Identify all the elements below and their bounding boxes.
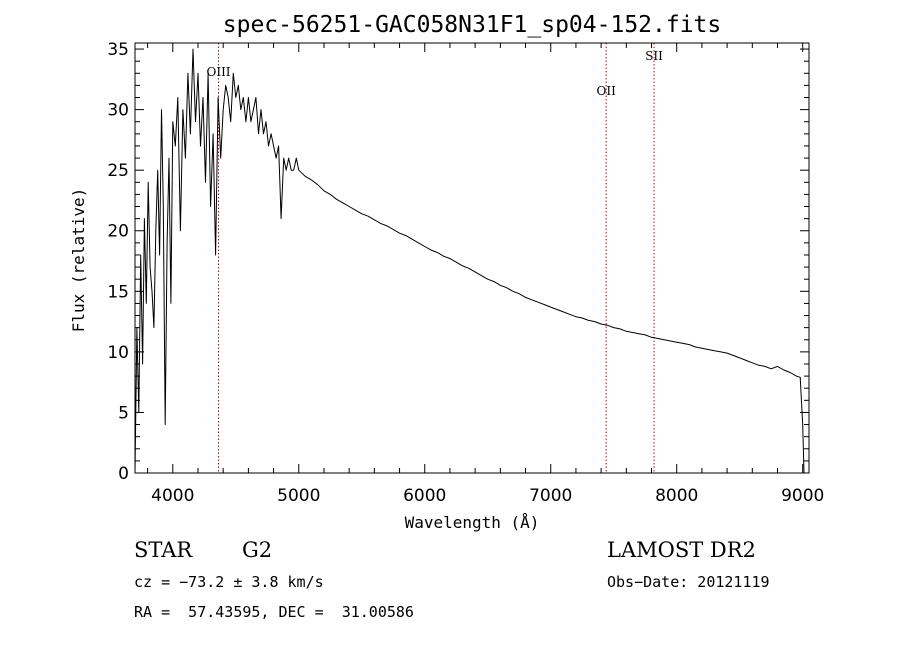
y-tick-label: 35 bbox=[107, 40, 129, 60]
redshift-cz: cz = −73.2 ± 3.8 km/s bbox=[134, 573, 324, 591]
spectral-subclass: G2 bbox=[242, 538, 273, 562]
line-label-oiii: OIII bbox=[206, 65, 230, 79]
object-class: STAR bbox=[134, 538, 193, 562]
x-tick-label: 4000 bbox=[151, 486, 194, 506]
line-label-sii: SII bbox=[645, 49, 663, 63]
survey-name: LAMOST DR2 bbox=[607, 538, 756, 562]
x-tick-label: 6000 bbox=[403, 486, 446, 506]
x-tick-label: 5000 bbox=[277, 486, 320, 506]
y-tick-label: 25 bbox=[107, 161, 129, 181]
y-tick-label: 20 bbox=[107, 222, 129, 242]
y-axis-label: Flux (relative) bbox=[69, 188, 88, 333]
y-tick-label: 0 bbox=[118, 464, 129, 484]
line-label-oii: OII bbox=[597, 84, 617, 98]
x-tick-label: 9000 bbox=[781, 486, 824, 506]
y-tick-label: 30 bbox=[107, 101, 129, 121]
spectrum-line-0 bbox=[134, 48, 805, 474]
x-axis-label: Wavelength (Å) bbox=[405, 513, 540, 532]
y-tick-label: 10 bbox=[107, 343, 129, 363]
coordinates: RA = 57.43595, DEC = 31.00586 bbox=[134, 603, 414, 621]
chart-title: spec-56251-GAC058N31F1_sp04-152.fits bbox=[223, 12, 722, 38]
observation-date: Obs−Date: 20121119 bbox=[607, 573, 770, 591]
x-tick-label: 7000 bbox=[529, 486, 572, 506]
y-tick-label: 5 bbox=[118, 403, 129, 423]
y-tick-label: 15 bbox=[107, 282, 129, 302]
emission-line-markers: OIII OII SII bbox=[206, 43, 663, 473]
axis-ticks: 4000 5000 6000 7000 8000 9000 0 5 10 15 20 25 30 35 bbox=[107, 40, 824, 506]
spectrum-series bbox=[134, 48, 805, 474]
x-tick-label: 8000 bbox=[655, 486, 698, 506]
plot-frame bbox=[134, 42, 810, 474]
